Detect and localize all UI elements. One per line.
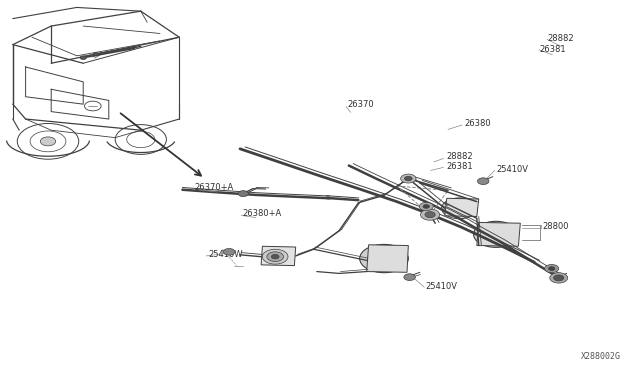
Circle shape <box>420 209 440 220</box>
Circle shape <box>223 248 235 255</box>
Circle shape <box>477 178 489 185</box>
Text: 26381: 26381 <box>540 45 566 54</box>
Circle shape <box>442 198 477 219</box>
Text: 28882: 28882 <box>446 153 473 161</box>
Text: 26380: 26380 <box>465 119 492 128</box>
Circle shape <box>93 52 99 55</box>
Text: 26380+A: 26380+A <box>242 209 281 218</box>
Circle shape <box>419 202 433 211</box>
Text: 26381: 26381 <box>446 162 473 171</box>
Circle shape <box>548 267 555 270</box>
Circle shape <box>360 244 408 273</box>
Circle shape <box>40 137 56 146</box>
Circle shape <box>550 273 568 283</box>
Circle shape <box>267 252 284 262</box>
Polygon shape <box>367 245 408 272</box>
Circle shape <box>490 231 502 238</box>
Polygon shape <box>261 246 296 266</box>
Text: 25410W: 25410W <box>208 250 243 259</box>
Circle shape <box>545 264 559 273</box>
Circle shape <box>271 254 279 259</box>
Circle shape <box>482 226 510 243</box>
Circle shape <box>404 274 415 280</box>
Text: 25410V: 25410V <box>426 282 458 291</box>
Circle shape <box>376 254 392 263</box>
Circle shape <box>238 191 248 196</box>
Text: 26370: 26370 <box>348 100 374 109</box>
Circle shape <box>425 212 435 218</box>
Polygon shape <box>445 198 479 217</box>
Text: 26370+A: 26370+A <box>194 183 233 192</box>
Circle shape <box>404 176 412 181</box>
Circle shape <box>401 174 416 183</box>
Circle shape <box>423 205 429 208</box>
Text: 25410V: 25410V <box>497 165 529 174</box>
Text: 28800: 28800 <box>543 222 569 231</box>
Polygon shape <box>477 222 520 246</box>
Circle shape <box>262 249 288 264</box>
Text: 28882: 28882 <box>548 34 575 43</box>
Circle shape <box>474 221 518 247</box>
Circle shape <box>80 56 86 60</box>
Circle shape <box>554 275 564 281</box>
Circle shape <box>448 202 471 215</box>
Text: X288002G: X288002G <box>581 352 621 361</box>
Circle shape <box>368 249 400 268</box>
